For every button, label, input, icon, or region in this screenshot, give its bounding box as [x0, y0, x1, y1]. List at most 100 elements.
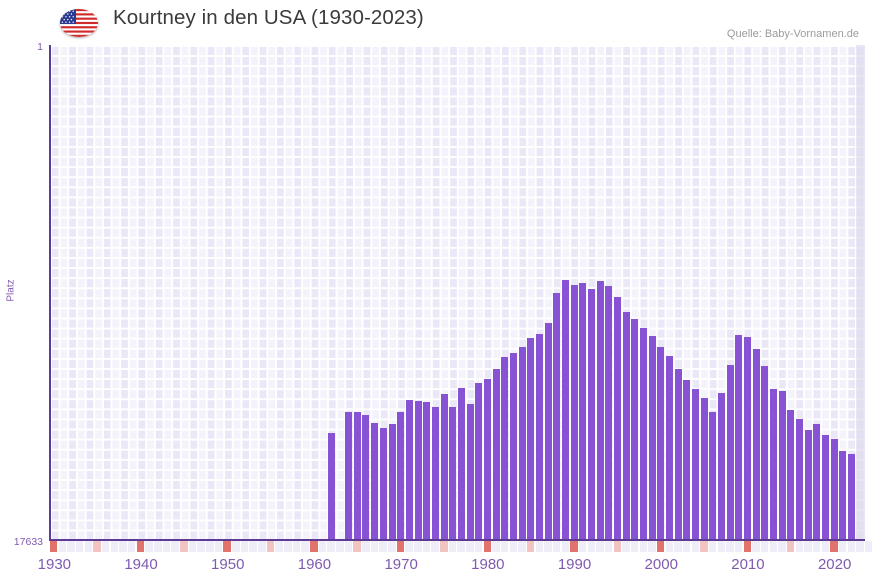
x-tick-swatch-1985	[526, 541, 535, 552]
bar-1980[interactable]	[484, 379, 491, 540]
x-tick-swatch-1960	[310, 541, 318, 552]
bar-1985[interactable]	[527, 338, 534, 540]
bar-1979[interactable]	[475, 383, 482, 540]
y-axis-tick-bottom: 17633	[13, 536, 43, 548]
bar-1967[interactable]	[371, 423, 378, 540]
bar-2016[interactable]	[796, 419, 803, 540]
x-tick-swatch-1975	[440, 541, 448, 552]
x-tick-swatch-1940	[136, 541, 145, 552]
x-tick-swatch-2016	[795, 541, 804, 552]
x-tick-swatch-2011	[752, 541, 760, 552]
bar-1970[interactable]	[397, 412, 404, 540]
bar-1990[interactable]	[571, 285, 578, 540]
x-tick-swatch-1933	[76, 541, 84, 552]
bar-1973[interactable]	[423, 402, 430, 540]
bar-2017[interactable]	[805, 430, 812, 540]
x-tick-swatch-2012	[760, 541, 769, 552]
bar-1989[interactable]	[562, 280, 569, 540]
x-tick-swatch-1999	[648, 541, 656, 552]
bar-2013[interactable]	[770, 389, 777, 540]
x-tick-swatch-1963	[336, 541, 344, 552]
bar-1982[interactable]	[501, 357, 508, 540]
bar-2006[interactable]	[709, 412, 716, 540]
bar-2005[interactable]	[701, 398, 708, 540]
chart-header: Kourtney in den USA (1930-2023) Quelle: …	[0, 0, 873, 44]
bar-2021[interactable]	[839, 451, 846, 540]
bar-1968[interactable]	[380, 428, 387, 540]
bar-1966[interactable]	[362, 415, 369, 540]
bar-1978[interactable]	[467, 404, 474, 540]
x-tick-swatch-1977	[457, 541, 465, 552]
bar-1988[interactable]	[553, 293, 560, 540]
bar-1987[interactable]	[545, 323, 552, 540]
x-tick-swatch-1972	[414, 541, 422, 552]
bar-2010[interactable]	[744, 337, 751, 540]
bar-2007[interactable]	[718, 393, 725, 540]
bar-2009[interactable]	[735, 335, 742, 540]
bar-2001[interactable]	[666, 356, 673, 540]
bar-1962[interactable]	[328, 433, 335, 540]
bar-1976[interactable]	[449, 407, 456, 540]
bar-1971[interactable]	[406, 400, 413, 540]
bar-1972[interactable]	[415, 401, 422, 540]
x-tick-swatch-1964	[344, 541, 353, 552]
x-tick-swatch-1987	[544, 541, 552, 552]
bar-1996[interactable]	[623, 312, 630, 540]
bar-1998[interactable]	[640, 328, 647, 540]
x-tick-swatch-1986	[535, 541, 543, 552]
x-tick-swatch-1934	[84, 541, 93, 552]
x-tick-swatch-1980	[483, 541, 491, 552]
bar-1981[interactable]	[493, 369, 500, 540]
bar-2020[interactable]	[831, 439, 838, 540]
x-tick-swatch-2020	[830, 541, 838, 552]
bar-1997[interactable]	[631, 319, 638, 540]
x-tick-swatch-2022	[847, 541, 856, 552]
bar-1994[interactable]	[605, 286, 612, 540]
no-data-region	[856, 45, 865, 540]
bar-1991[interactable]	[579, 283, 586, 540]
bar-1977[interactable]	[458, 388, 465, 540]
x-tick-swatch-1971	[405, 541, 413, 552]
bar-1992[interactable]	[588, 289, 595, 540]
bar-1993[interactable]	[597, 281, 604, 540]
bar-2000[interactable]	[657, 347, 664, 540]
x-tick-swatch-1957	[284, 541, 292, 552]
bar-2003[interactable]	[683, 380, 690, 540]
bar-1983[interactable]	[510, 353, 517, 540]
x-tick-label-1950: 1950	[211, 556, 245, 573]
x-tick-swatch-1995	[613, 541, 622, 552]
bar-1984[interactable]	[519, 347, 526, 540]
x-tick-swatch-1950	[223, 541, 231, 552]
x-tick-swatch-2013	[769, 541, 778, 552]
x-tick-swatch-2009	[734, 541, 743, 552]
bar-1964[interactable]	[345, 412, 352, 540]
bar-2002[interactable]	[675, 369, 682, 540]
bar-2008[interactable]	[727, 365, 734, 540]
bar-2019[interactable]	[822, 435, 829, 540]
bar-1986[interactable]	[536, 334, 543, 540]
bar-1969[interactable]	[389, 424, 396, 540]
bar-2012[interactable]	[761, 366, 768, 540]
bar-2014[interactable]	[779, 391, 786, 540]
bar-1975[interactable]	[441, 394, 448, 540]
x-tick-swatch-2024	[864, 541, 873, 552]
x-tick-swatch-1952	[240, 541, 249, 552]
bar-1965[interactable]	[354, 412, 361, 540]
bar-2011[interactable]	[753, 349, 760, 540]
bar-1995[interactable]	[614, 297, 621, 540]
x-tick-swatch-1976	[448, 541, 457, 552]
bar-2015[interactable]	[787, 410, 794, 540]
x-tick-swatch-2001	[665, 541, 674, 552]
x-tick-swatch-1961	[318, 541, 327, 552]
x-tick-swatch-1954	[258, 541, 266, 552]
x-tick-swatch-1948	[206, 541, 214, 552]
bar-1974[interactable]	[432, 407, 439, 540]
bar-2022[interactable]	[848, 454, 855, 540]
x-tick-label-1970: 1970	[384, 556, 418, 573]
bar-1999[interactable]	[649, 336, 656, 540]
x-tick-swatch-1931	[58, 541, 67, 552]
bar-2018[interactable]	[813, 424, 820, 540]
x-tick-swatch-1996	[622, 541, 630, 552]
bar-2004[interactable]	[692, 389, 699, 540]
